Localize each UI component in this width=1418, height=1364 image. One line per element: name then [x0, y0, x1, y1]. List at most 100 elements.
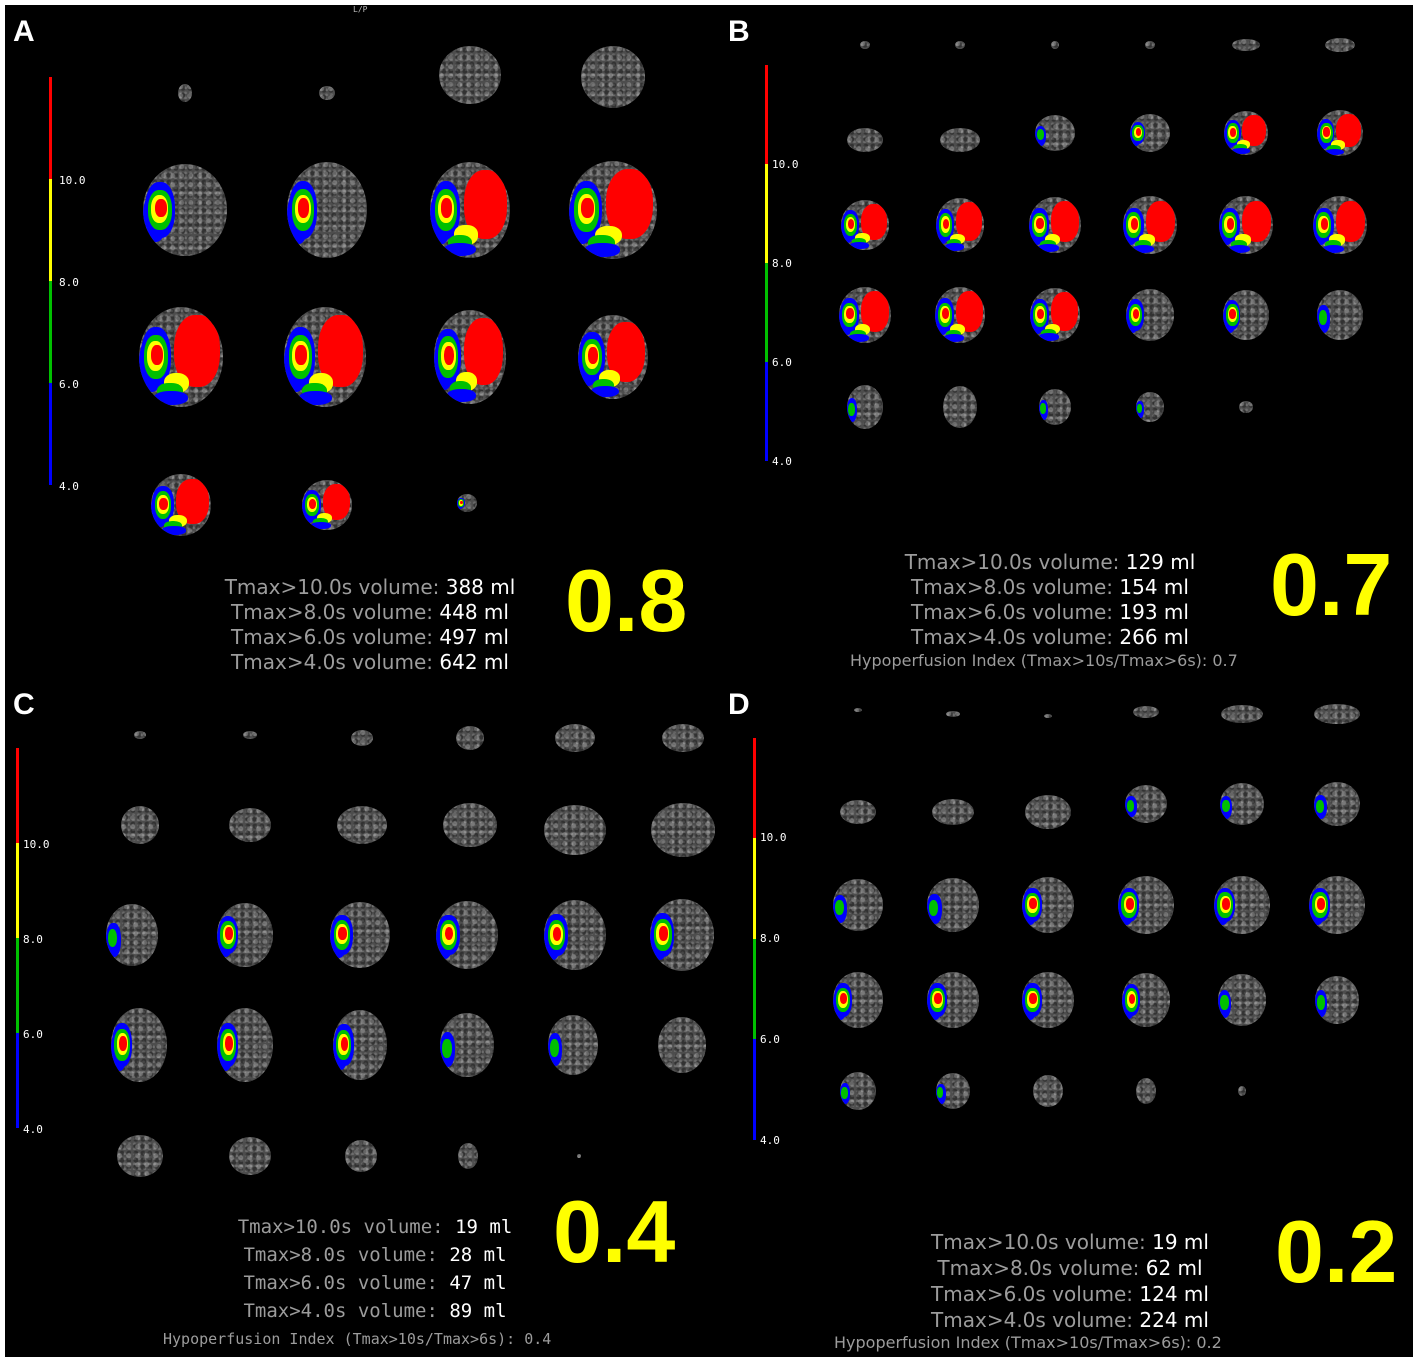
panel-c: C 10.0 8.0 6.0 4.0 Tmax>10.0s volume: 19…	[5, 680, 715, 1357]
perfusion-overlay	[850, 329, 867, 339]
perfusion-overlay	[848, 334, 870, 342]
brain-slice	[121, 806, 159, 844]
perfusion-overlay	[309, 499, 316, 509]
brain-slice	[345, 1140, 377, 1172]
brain-slice	[1122, 973, 1170, 1027]
brain-slice	[936, 1073, 970, 1109]
brain-slice	[229, 1137, 271, 1175]
brain-slice	[436, 901, 498, 969]
perfusion-overlay	[1229, 309, 1236, 319]
perfusion-overlay	[159, 497, 168, 510]
brain-slice	[178, 84, 192, 102]
perfusion-overlay	[1036, 129, 1044, 141]
scale-tick: 10.0	[23, 838, 50, 851]
perfusion-overlay	[942, 218, 950, 230]
scale-tick: 4.0	[772, 455, 792, 468]
brain-slice	[1022, 877, 1074, 933]
brain-slice	[1313, 196, 1367, 254]
brain-slice	[1118, 876, 1174, 934]
brain-slice	[302, 480, 352, 530]
perfusion-overlay	[446, 388, 476, 403]
perfusion-overlay	[1039, 333, 1059, 341]
perfusion-overlay	[1226, 218, 1235, 230]
perfusion-overlay	[1126, 800, 1135, 812]
brain-slice	[955, 41, 965, 49]
perfusion-overlay	[154, 198, 167, 218]
perfusion-overlay	[841, 1087, 848, 1099]
perfusion-overlay	[1329, 234, 1346, 246]
volume-stats: Tmax>10.0s volume: 19 ml Tmax>8.0s volum…	[185, 1213, 565, 1325]
perfusion-overlay	[944, 334, 964, 342]
brain-slice	[1123, 196, 1177, 254]
brain-slice	[927, 972, 979, 1028]
perfusion-overlay	[1132, 244, 1155, 253]
perfusion-overlay	[1322, 244, 1345, 253]
brain-slice	[841, 200, 889, 250]
perfusion-overlay	[1041, 329, 1056, 338]
brain-slice	[1130, 114, 1170, 152]
brain-slice	[839, 287, 891, 343]
perfusion-overlay	[340, 1036, 349, 1051]
perfusion-overlay	[298, 391, 332, 405]
perfusion-overlay	[587, 346, 598, 364]
brain-slice	[1035, 115, 1075, 151]
brain-slice	[134, 731, 146, 739]
brain-slice	[106, 904, 158, 966]
brain-slice	[578, 315, 648, 399]
brain-slice	[430, 162, 510, 258]
perfusion-overlay	[442, 1038, 452, 1058]
perfusion-overlay	[1325, 148, 1344, 156]
hypoperfusion-index: Hypoperfusion Index (Tmax>10s/Tmax>6s): …	[850, 651, 1238, 670]
perfusion-overlay	[1040, 403, 1047, 415]
brain-slice	[217, 1008, 273, 1082]
scale-tick: 8.0	[59, 276, 79, 289]
perfusion-overlay	[946, 239, 961, 248]
brain-slice	[351, 730, 373, 746]
brain-slice	[117, 1135, 163, 1177]
panel-a: A 10.0 8.0 6.0 4.0 Tmax>10.0s volume: 38…	[5, 5, 710, 680]
brain-slice	[544, 900, 606, 970]
brain-slice	[284, 307, 366, 407]
perfusion-overlay	[444, 242, 477, 257]
perfusion-overlay	[1029, 993, 1037, 1005]
perfusion-overlay	[840, 993, 847, 1005]
brain-slice	[1051, 41, 1059, 49]
perfusion-overlay	[1324, 240, 1342, 250]
perfusion-overlay	[1230, 127, 1237, 137]
perfusion-overlay	[848, 402, 855, 416]
scale-tick: 10.0	[772, 158, 799, 171]
brain-slice	[1314, 704, 1360, 724]
scale-tick: 6.0	[760, 1033, 780, 1046]
brain-slice	[434, 310, 506, 404]
brain-slice	[1145, 41, 1155, 49]
brain-slice	[935, 287, 985, 343]
brain-slice	[1125, 785, 1167, 823]
brain-slice	[658, 1017, 706, 1073]
perfusion-overlay	[444, 345, 455, 365]
brain-slice	[143, 164, 227, 256]
hypoperfusion-score: 0.4	[553, 1182, 676, 1281]
hypoperfusion-score: 0.7	[1270, 535, 1393, 634]
stat-line: Tmax>10.0s volume: 19 ml	[931, 1230, 1209, 1254]
perfusion-overlay	[590, 385, 619, 398]
perfusion-overlay	[944, 243, 964, 251]
brain-slice	[1033, 1075, 1063, 1107]
brain-slice	[847, 128, 883, 152]
perfusion-overlay	[1040, 239, 1057, 249]
brain-slice	[548, 1015, 598, 1075]
brain-slice	[946, 711, 960, 717]
panel-letter: B	[728, 15, 750, 48]
perfusion-overlay	[1228, 244, 1251, 253]
brain-slice	[847, 385, 883, 429]
brain-slice	[319, 86, 335, 100]
perfusion-overlay	[1231, 147, 1250, 155]
brain-slice	[1218, 974, 1266, 1026]
panel-b: B 10.0 8.0 6.0 4.0 Tmax>10.0s volume: 12…	[710, 5, 1413, 680]
brain-slice	[1214, 876, 1270, 934]
perfusion-overlay	[311, 522, 331, 529]
panel-letter: C	[13, 688, 35, 721]
brain-slice	[287, 162, 367, 258]
perfusion-overlay	[338, 927, 347, 941]
perfusion-overlay	[1235, 234, 1252, 246]
scale-tick: 6.0	[772, 356, 792, 369]
